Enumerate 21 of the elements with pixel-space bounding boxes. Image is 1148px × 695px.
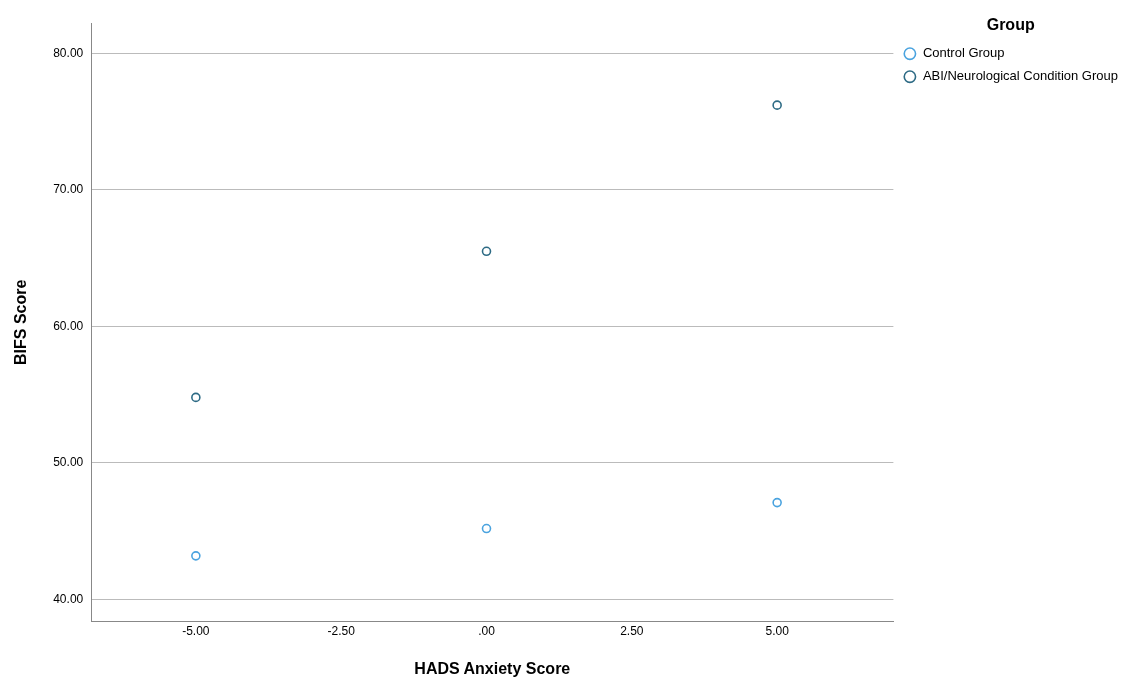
x-tick-label: 2.50 <box>620 623 644 638</box>
x-tick-label: 5.00 <box>765 623 790 638</box>
point <box>772 100 782 110</box>
x-tick-label: -5.00 <box>182 623 210 638</box>
x-tick-label: -2.50 <box>327 623 356 638</box>
x-tick-label: .00 <box>478 623 496 638</box>
y-tick-label: 50.00 <box>53 455 84 470</box>
point <box>191 551 201 561</box>
legend-title: Group <box>986 16 1035 34</box>
legend-label: Control Group <box>922 45 1005 61</box>
point <box>191 392 201 403</box>
point <box>481 246 492 257</box>
point <box>772 497 782 508</box>
y-tick-label: 80.00 <box>53 45 84 60</box>
y-axis-title: BIFS Score <box>12 279 30 365</box>
point <box>481 523 492 534</box>
legend-label: ABI/Neurological Condition Group <box>922 68 1118 84</box>
y-tick-label: 70.00 <box>53 182 84 197</box>
x-axis-title: HADS Anxiety Score <box>414 659 571 677</box>
y-tick-label: 40.00 <box>53 591 84 606</box>
y-tick-label: 60.00 <box>53 318 84 333</box>
